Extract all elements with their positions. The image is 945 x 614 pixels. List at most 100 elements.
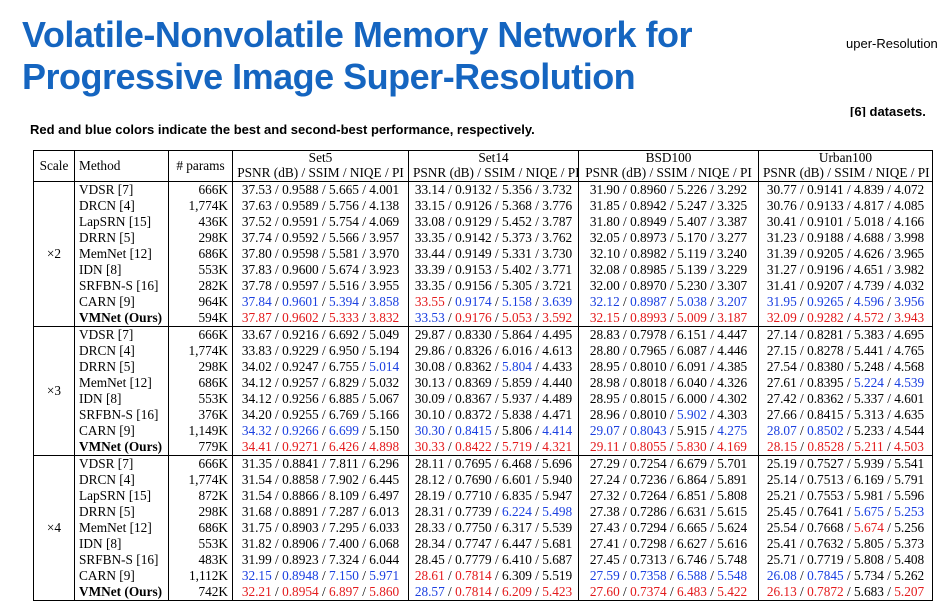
- metric-value: 37.52: [241, 214, 272, 229]
- metric-value: 0.9247: [282, 359, 319, 374]
- metric-value: 5.719: [502, 439, 532, 454]
- params-cell: 553K: [168, 262, 233, 278]
- metric-value: 0.9149: [455, 246, 492, 261]
- metric-value: 3.387: [717, 214, 748, 229]
- metric-cell: 32.08 / 0.8985 / 5.139 / 3.229: [578, 262, 759, 278]
- metric-cell: 28.19 / 0.7710 / 6.835 / 5.947: [408, 488, 579, 504]
- metric-value: 7.902: [329, 472, 359, 487]
- metric-cell: 27.43 / 0.7294 / 6.665 / 5.624: [578, 520, 759, 536]
- params-cell: 666K: [168, 455, 233, 472]
- metric-cell: 27.42 / 0.8362 / 5.337 / 4.601: [758, 391, 933, 407]
- metric-value: 4.433: [542, 359, 573, 374]
- table-caption: Red and blue colors indicate the best an…: [30, 122, 535, 137]
- metric-value: 37.84: [241, 294, 272, 309]
- table-row: DRRN [5] 298K 34.02 / 0.9247 / 6.755 / 5.0…: [34, 359, 933, 375]
- metric-cell: 31.41 / 0.9207 / 4.739 / 4.032: [758, 278, 933, 294]
- metric-cell: 29.86 / 0.8326 / 6.016 / 4.613: [408, 343, 579, 359]
- metric-cell: 32.00 / 0.8970 / 5.230 / 3.307: [578, 278, 759, 294]
- table-row: SRFBN-S [16] 483K 31.99 / 0.8923 / 7.324 /…: [34, 552, 933, 568]
- metric-cell: 27.41 / 0.7298 / 6.627 / 5.616: [578, 536, 759, 552]
- metric-value: 25.14: [766, 472, 797, 487]
- metric-value: 37.80: [241, 246, 272, 261]
- method-cell: SRFBN-S [16]: [74, 407, 169, 423]
- metric-cell: 30.09 / 0.8367 / 5.937 / 4.489: [408, 391, 579, 407]
- metric-value: 28.45: [414, 552, 445, 567]
- metric-value: 29.87: [414, 327, 445, 342]
- metric-value: 5.407: [677, 214, 707, 229]
- metric-value: 26.08: [766, 568, 797, 583]
- metric-value: 30.09: [414, 391, 445, 406]
- metric-value: 7.287: [329, 504, 359, 519]
- metric-value: 32.12: [589, 294, 620, 309]
- metric-value: 0.8330: [455, 327, 492, 342]
- metric-value: 0.7750: [455, 520, 492, 535]
- params-cell: 1,149K: [168, 423, 233, 439]
- metric-value: 3.277: [717, 230, 748, 245]
- metric-value: 5.356: [502, 182, 532, 197]
- metric-value: 0.7236: [630, 472, 667, 487]
- metric-cell: 28.80 / 0.7965 / 6.087 / 4.446: [578, 343, 759, 359]
- metric-value: 6.426: [329, 439, 359, 454]
- metric-value: 37.63: [241, 198, 272, 213]
- metric-value: 0.8010: [630, 359, 667, 374]
- scale-group: ×2 VDSR [7] 666K 37.53 / 0.9588 / 5.665 / 4…: [33, 181, 933, 327]
- metric-value: 0.8923: [282, 552, 319, 567]
- metric-value: 31.85: [589, 198, 620, 213]
- metric-value: 6.309: [502, 568, 532, 583]
- metric-cell: 31.54 / 0.8858 / 7.902 / 6.445: [232, 472, 409, 488]
- metric-cell: 28.07 / 0.8502 / 5.233 / 4.544: [758, 423, 933, 439]
- table-row: SRFBN-S [16] 376K 34.20 / 0.9255 / 6.769 /…: [34, 407, 933, 423]
- metric-value: 0.9588: [282, 182, 319, 197]
- metric-value: 5.331: [502, 246, 532, 261]
- metric-value: 5.038: [677, 294, 707, 309]
- metric-value: 5.624: [717, 520, 748, 535]
- metric-value: 3.998: [894, 230, 925, 245]
- metric-value: 0.8949: [630, 214, 667, 229]
- metric-value: 4.651: [854, 262, 884, 277]
- metric-value: 4.303: [717, 407, 748, 422]
- metric-value: 5.681: [542, 536, 573, 551]
- metric-value: 33.67: [241, 327, 272, 342]
- metric-value: 4.503: [894, 439, 924, 454]
- params-cell: 298K: [168, 230, 233, 246]
- metric-value: 0.9207: [807, 278, 844, 293]
- metric-value: 0.8891: [282, 504, 319, 519]
- metric-value: 4.321: [542, 439, 573, 454]
- metric-value: 5.939: [854, 456, 884, 471]
- metric-value: 3.229: [717, 262, 748, 277]
- metric-value: 0.7739: [455, 504, 492, 519]
- params-cell: 779K: [168, 439, 233, 456]
- metric-value: 0.9196: [807, 262, 844, 277]
- method-cell: DRCN [4]: [74, 343, 169, 359]
- table-row: VMNet (Ours) 779K 34.41 / 0.9271 / 6.426 /…: [34, 439, 933, 456]
- metric-value: 0.7872: [807, 584, 844, 599]
- metric-value: 4.626: [854, 246, 884, 261]
- metric-value: 0.8906: [282, 536, 319, 551]
- metric-cell: 33.35 / 0.9142 / 5.373 / 3.762: [408, 230, 579, 246]
- table-row: ×2 VDSR [7] 666K 37.53 / 0.9588 / 5.665 / 4…: [33, 181, 933, 327]
- metric-value: 0.8954: [282, 584, 319, 599]
- table-row: VMNet (Ours) 742K 32.21 / 0.8954 / 6.897 /…: [34, 584, 933, 601]
- table-row: IDN [8] 553K 31.82 / 0.8906 / 7.400 / 6.06…: [34, 536, 933, 552]
- metric-value: 3.240: [717, 246, 747, 261]
- metric-value: 5.402: [502, 262, 532, 277]
- metric-value: 5.791: [894, 472, 925, 487]
- metric-value: 30.08: [414, 359, 445, 374]
- metric-cell: 28.34 / 0.7747 / 6.447 / 5.681: [408, 536, 579, 552]
- metric-value: 5.333: [329, 310, 359, 325]
- metric-cell: 32.05 / 0.8973 / 5.170 / 3.277: [578, 230, 759, 246]
- metric-value: 0.8841: [282, 456, 319, 471]
- metric-value: 0.7814: [455, 568, 492, 583]
- metric-cell: 31.85 / 0.8942 / 5.247 / 3.325: [578, 198, 759, 214]
- table-row: LapSRN [15] 872K 31.54 / 0.8866 / 8.109 / …: [34, 488, 933, 504]
- metric-value: 5.313: [854, 407, 884, 422]
- metric-value: 5.674: [329, 262, 359, 277]
- metric-value: 25.21: [766, 488, 797, 503]
- metric-value: 29.86: [414, 343, 445, 358]
- metric-value: 6.679: [677, 456, 707, 471]
- table-row: IDN [8] 553K 34.12 / 0.9256 / 6.885 / 5.06…: [34, 391, 933, 407]
- metric-value: 27.24: [589, 472, 620, 487]
- metric-value: 0.8993: [630, 310, 667, 325]
- metric-value: 5.305: [502, 278, 532, 293]
- metric-value: 0.8970: [630, 278, 667, 293]
